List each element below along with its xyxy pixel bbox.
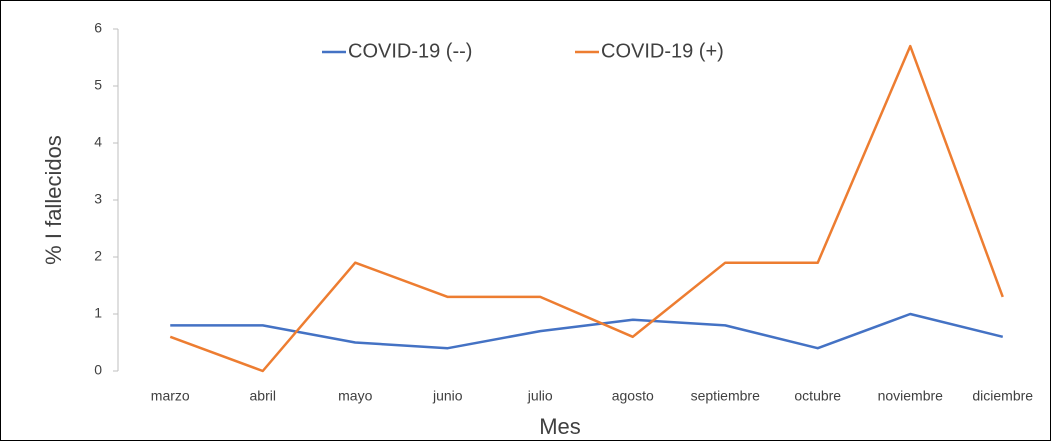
x-tick-label: agosto xyxy=(612,388,654,404)
x-tick-label: septiembre xyxy=(691,388,760,404)
x-tick-label: julio xyxy=(527,388,553,404)
legend-label: COVID-19 (+) xyxy=(601,40,724,62)
legend-label: COVID-19 (--) xyxy=(348,40,472,62)
y-tick-label: 4 xyxy=(94,134,102,150)
y-tick-label: 0 xyxy=(94,362,102,378)
data-line xyxy=(170,312,1004,350)
x-tick-label: octubre xyxy=(794,388,841,404)
x-tick-label: marzo xyxy=(151,388,190,404)
x-tick-label: mayo xyxy=(338,388,372,404)
x-axis-label: Mes xyxy=(539,414,581,439)
y-tick-label: 3 xyxy=(94,191,102,207)
x-tick-label: diciembre xyxy=(972,388,1033,404)
y-tick-label: 5 xyxy=(94,77,102,93)
x-tick-label: junio xyxy=(432,388,463,404)
x-tick-label: noviembre xyxy=(878,388,944,404)
x-tick-label: abril xyxy=(250,388,276,404)
y-tick-label: 2 xyxy=(94,248,102,264)
y-axis-label: % I fallecidos xyxy=(41,135,66,265)
data-line xyxy=(169,44,1004,373)
y-tick-label: 1 xyxy=(94,305,102,321)
y-tick-label: 6 xyxy=(94,20,102,36)
